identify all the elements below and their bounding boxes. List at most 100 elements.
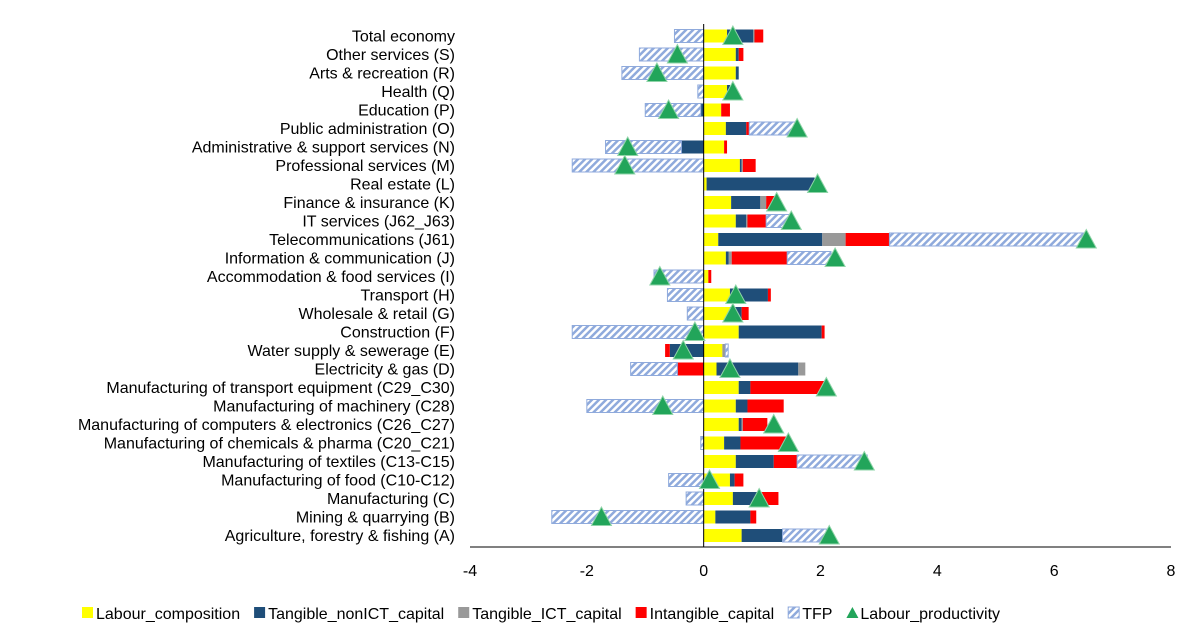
- bar-intangible-capital-public-administration-o: [746, 122, 750, 135]
- marker-labour-productivity-total-economy: [722, 24, 744, 45]
- category-label-finance-insurance-k: Finance & insurance (K): [283, 195, 455, 212]
- bar-labour-composition-information-communication-j: [703, 251, 726, 265]
- marker-labour-productivity-real-estate-l: [806, 172, 829, 193]
- x-tick-label: 6: [1050, 563, 1059, 580]
- legend-swatch-labour-productivity: [846, 607, 859, 618]
- bar-tangible-nonict-capital-public-administration-o: [725, 122, 747, 135]
- marker-labour-productivity-telecommunications-j61: [1075, 228, 1098, 249]
- category-label-manufacturing-of-chemicals-pharma-c20-c21: Manufacturing of chemicals & pharma (C20…: [104, 436, 455, 453]
- legend-swatch-tangible-ict-capital: [458, 607, 470, 618]
- bar-intangible-capital-education-p: [721, 103, 730, 117]
- bar-tangible-nonict-capital-professional-services-m: [739, 159, 742, 172]
- marker-labour-productivity-accommodation-food-services-i: [649, 265, 671, 286]
- bar-labour-composition-manufacturing-of-transport-equipment-c29-c30: [703, 381, 739, 394]
- bar-intangible-capital-total-economy: [754, 29, 764, 43]
- bar-labour-composition-manufacturing-of-computers-electronics-c26-c27: [703, 418, 739, 431]
- bar-tangible-ict-capital-total-economy: [753, 29, 755, 43]
- bar-tangible-nonict-capital-other-services-s: [735, 48, 739, 61]
- category-label-manufacturing-of-food-c10-c12: Manufacturing of food (C10-C12): [221, 473, 455, 490]
- bar-tfp-administrative-support-services-n: [605, 140, 682, 154]
- category-label-telecommunications-j61: Telecommunications (J61): [269, 232, 455, 249]
- category-label-administrative-support-services-n: Administrative & support services (N): [192, 140, 455, 157]
- bar-intangible-capital-transport-h: [767, 288, 771, 302]
- bar-intangible-capital-construction-f: [821, 325, 825, 339]
- legend-swatch-tangible-nonict-capital: [254, 607, 266, 618]
- legend-label-tangible-ict-capital: Tangible_ICT_capital: [472, 606, 621, 623]
- category-label-information-communication-j: Information & communication (J): [225, 251, 455, 268]
- category-label-manufacturing-c: Manufacturing (C): [327, 491, 455, 508]
- bar-labour-composition-administrative-support-services-n: [703, 140, 725, 154]
- bar-labour-composition-telecommunications-j61: [703, 233, 719, 246]
- legend: Labour_composition Tangible_nonICT_capita…: [82, 606, 1000, 623]
- bar-labour-composition-other-services-s: [703, 48, 736, 61]
- category-label-accommodation-food-services-i: Accommodation & food services (I): [207, 269, 455, 286]
- category-label-health-q: Health (Q): [381, 84, 455, 101]
- bar-labour-composition-public-administration-o: [703, 122, 726, 135]
- bar-tfp-manufacturing-c: [685, 491, 705, 506]
- bar-tfp-telecommunications-j61: [888, 232, 1089, 247]
- bar-tangible-nonict-capital-manufacturing-of-textiles-c13-c15: [735, 455, 774, 468]
- bar-intangible-capital-manufacturing-of-chemicals-pharma-c20-c21: [740, 436, 788, 450]
- marker-labour-productivity-wholesale-retail-g: [722, 302, 744, 323]
- bar-tangible-nonict-capital-agriculture-forestry-fishing-a: [741, 529, 783, 542]
- category-label-manufacturing-of-textiles-c13-c15: Manufacturing of textiles (C13-C15): [202, 454, 455, 471]
- bar-tangible-nonict-capital-it-services-j62-j63: [735, 214, 747, 228]
- bar-tangible-ict-capital-finance-insurance-k: [760, 196, 767, 209]
- bar-tangible-nonict-capital-real-estate-l: [706, 177, 815, 191]
- bar-intangible-capital-water-supply-sewerage-e: [665, 344, 670, 357]
- bar-tfp-transport-h: [666, 288, 705, 302]
- axis-layer: -4 -2 0 2 4 6 8: [463, 24, 1176, 580]
- bar-intangible-capital-manufacturing-of-computers-electronics-c26-c27: [742, 418, 768, 431]
- marker-labour-productivity-arts-recreation-r: [646, 61, 668, 82]
- bar-tfp-construction-f: [571, 325, 705, 339]
- bar-tangible-nonict-capital-finance-insurance-k: [731, 196, 761, 209]
- bar-tfp-information-communication-j: [786, 251, 832, 265]
- bar-labour-composition-manufacturing-of-machinery-c28: [703, 399, 736, 413]
- category-label-water-supply-sewerage-e: Water supply & sewerage (E): [248, 343, 455, 360]
- bar-intangible-capital-manufacturing-of-textiles-c13-c15: [773, 455, 798, 468]
- bar-intangible-capital-wholesale-retail-g: [741, 307, 749, 320]
- bar-labour-composition-wholesale-retail-g: [703, 307, 730, 320]
- bar-tangible-nonict-capital-telecommunications-j61: [718, 233, 823, 246]
- bar-tangible-nonict-capital-manufacturing-of-chemicals-pharma-c20-c21: [724, 436, 741, 450]
- legend-label-labour-composition: Labour_composition: [96, 606, 240, 623]
- marker-labour-productivity-education-p: [657, 98, 680, 119]
- bar-intangible-capital-mining-quarrying-b: [750, 510, 757, 524]
- bar-intangible-capital-manufacturing-of-food-c10-c12: [734, 473, 744, 487]
- category-label-arts-recreation-r: Arts & recreation (R): [309, 66, 455, 83]
- bar-tangible-ict-capital-electricity-gas-d: [798, 362, 806, 376]
- marker-labour-productivity-information-communication-j: [824, 246, 846, 267]
- bars-layer: [551, 29, 1089, 543]
- bar-tangible-nonict-capital-arts-recreation-r: [735, 66, 739, 80]
- marker-labour-productivity-manufacturing-of-chemicals-pharma-c20-c21: [777, 431, 800, 452]
- bar-tangible-nonict-capital-information-communication-j: [725, 251, 729, 265]
- bar-labour-composition-manufacturing-c: [703, 492, 733, 505]
- category-label-education-p: Education (P): [358, 103, 455, 120]
- category-label-other-services-s: Other services (S): [326, 47, 455, 64]
- bar-tangible-ict-capital-information-communication-j: [728, 251, 732, 265]
- bar-intangible-capital-finance-insurance-k: [766, 196, 775, 209]
- legend-swatch-intangible-capital: [635, 607, 647, 618]
- bar-labour-composition-water-supply-sewerage-e: [703, 344, 723, 357]
- category-label-manufacturing-of-transport-equipment-c29-c30: Manufacturing of transport equipment (C2…: [106, 380, 455, 397]
- category-label-professional-services-m: Professional services (M): [275, 158, 455, 175]
- marker-labour-productivity-manufacturing-of-transport-equipment-c29-c30: [815, 376, 838, 397]
- marker-labour-productivity-it-services-j62-j63: [780, 209, 803, 230]
- marker-labour-productivity-manufacturing-of-food-c10-c12: [698, 468, 721, 489]
- marker-labour-productivity-manufacturing-of-machinery-c28: [651, 394, 674, 415]
- bar-labour-composition-mining-quarrying-b: [703, 510, 716, 524]
- legend-label-tangible-nonict-capital: Tangible_nonICT_capital: [268, 606, 444, 623]
- marker-labour-productivity-manufacturing-of-textiles-c13-c15: [853, 450, 876, 471]
- marker-labour-productivity-manufacturing-c: [748, 487, 771, 508]
- marker-labour-productivity-construction-f: [684, 320, 706, 341]
- marker-labour-productivity-administrative-support-services-n: [616, 135, 639, 156]
- category-label-it-services-j62-j63: IT services (J62_J63): [302, 214, 455, 231]
- legend-swatch-labour-composition: [82, 607, 93, 618]
- bar-tangible-nonict-capital-construction-f: [738, 325, 822, 339]
- marker-labour-productivity-professional-services-m: [613, 154, 636, 175]
- category-label-total-economy: Total economy: [352, 29, 455, 46]
- bar-labour-composition-total-economy: [703, 29, 728, 43]
- bar-intangible-capital-telecommunications-j61: [845, 233, 890, 246]
